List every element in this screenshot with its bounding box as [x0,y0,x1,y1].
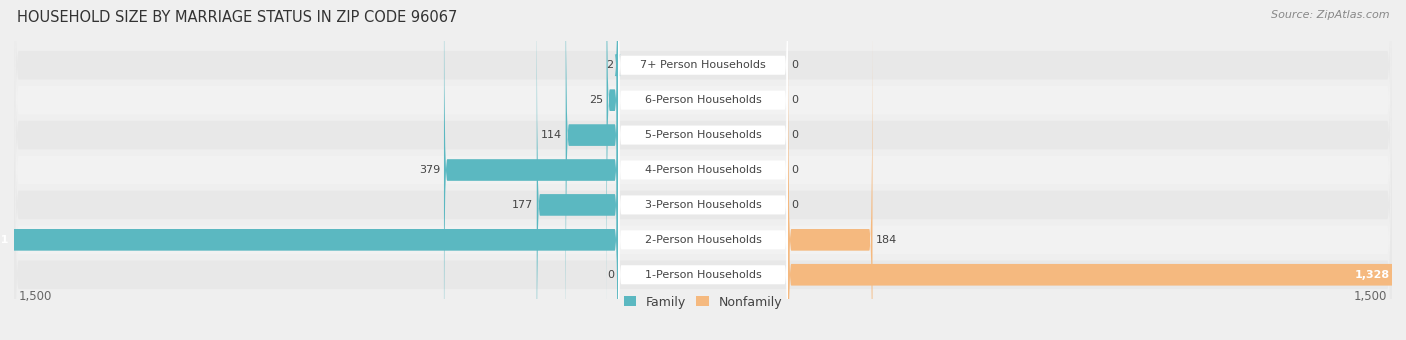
FancyBboxPatch shape [787,41,1398,340]
Text: 0: 0 [607,270,614,280]
FancyBboxPatch shape [619,5,787,340]
FancyBboxPatch shape [565,0,619,340]
Legend: Family, Nonfamily: Family, Nonfamily [619,291,787,313]
FancyBboxPatch shape [14,0,1392,340]
FancyBboxPatch shape [537,0,619,340]
Text: 25: 25 [589,95,603,105]
Text: 3-Person Households: 3-Person Households [644,200,762,210]
Text: Source: ZipAtlas.com: Source: ZipAtlas.com [1271,10,1389,20]
Text: 1-Person Households: 1-Person Households [644,270,762,280]
Text: 1,421: 1,421 [0,235,8,245]
Text: 1,500: 1,500 [18,290,52,303]
Text: 0: 0 [792,60,799,70]
FancyBboxPatch shape [14,0,1392,340]
Text: 4-Person Households: 4-Person Households [644,165,762,175]
Text: HOUSEHOLD SIZE BY MARRIAGE STATUS IN ZIP CODE 96067: HOUSEHOLD SIZE BY MARRIAGE STATUS IN ZIP… [17,10,457,25]
FancyBboxPatch shape [14,0,1392,340]
Text: 1,328: 1,328 [1354,270,1389,280]
FancyBboxPatch shape [619,40,787,340]
FancyBboxPatch shape [14,0,1392,340]
FancyBboxPatch shape [619,0,787,340]
FancyBboxPatch shape [14,0,1392,340]
FancyBboxPatch shape [614,0,620,299]
FancyBboxPatch shape [606,0,619,334]
Text: 2: 2 [606,60,613,70]
Text: 184: 184 [876,235,897,245]
Text: 177: 177 [512,200,533,210]
FancyBboxPatch shape [787,6,873,340]
FancyBboxPatch shape [619,0,787,335]
Text: 2-Person Households: 2-Person Households [644,235,762,245]
Text: 114: 114 [541,130,562,140]
FancyBboxPatch shape [619,0,787,340]
Text: 5-Person Households: 5-Person Households [644,130,762,140]
Text: 379: 379 [419,165,440,175]
FancyBboxPatch shape [14,0,1392,340]
FancyBboxPatch shape [619,0,787,340]
FancyBboxPatch shape [444,0,619,340]
Text: 7+ Person Households: 7+ Person Households [640,60,766,70]
FancyBboxPatch shape [619,0,787,300]
Text: 0: 0 [792,200,799,210]
Text: 0: 0 [792,165,799,175]
Text: 0: 0 [792,95,799,105]
Text: 0: 0 [792,130,799,140]
FancyBboxPatch shape [0,6,619,340]
Text: 6-Person Households: 6-Person Households [644,95,762,105]
FancyBboxPatch shape [14,0,1392,340]
Text: 1,500: 1,500 [1354,290,1388,303]
